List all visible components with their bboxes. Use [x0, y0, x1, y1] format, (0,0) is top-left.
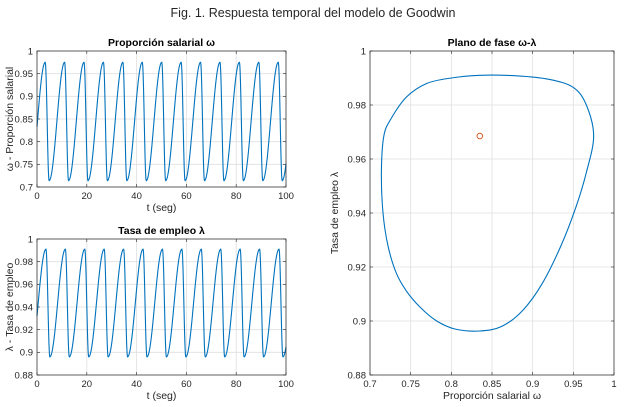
y-tick-label: 0.96: [15, 280, 34, 291]
y-tick-label: 0.98: [15, 257, 34, 268]
x-tick-label: 0.9: [526, 379, 539, 390]
y-tick-label: 0.98: [348, 100, 367, 111]
x-axis-label: t (seg): [147, 202, 177, 214]
y-axis-label: Tasa de empleo λ: [329, 171, 341, 254]
x-tick-label: 60: [181, 379, 192, 390]
x-tick-label: 20: [82, 191, 93, 202]
x-tick-label: 0.7: [363, 379, 376, 390]
chart-title: Plano de fase ω-λ: [448, 37, 537, 49]
x-tick-label: 0.95: [564, 379, 583, 390]
y-axis-label: ω - Proporción salarial: [4, 67, 16, 172]
y-tick-label: 0.88: [15, 370, 34, 381]
plot-frame: [369, 50, 615, 376]
y-tick-label: 0.92: [348, 262, 367, 273]
y-tick-label: 0.85: [15, 114, 34, 125]
x-axis-label: t (seg): [147, 390, 177, 402]
x-axis-label: Proporción salarial ω: [443, 390, 541, 402]
y-tick-label: 1: [361, 46, 366, 57]
x-tick-label: 100: [278, 191, 294, 202]
chart-title: Proporción salarial ω: [108, 37, 215, 49]
x-tick-label: 0.8: [445, 379, 458, 390]
x-tick-label: 1: [611, 379, 616, 390]
y-tick-label: 0.94: [348, 208, 367, 219]
x-tick-label: 0.75: [401, 379, 420, 390]
x-tick-label: 40: [131, 191, 142, 202]
plot-frame: [36, 238, 287, 376]
y-tick-label: 0.96: [348, 154, 367, 165]
y-tick-label: 0.9: [20, 348, 33, 359]
y-tick-label: 0.92: [15, 325, 34, 336]
chart-phase: 0.7 0.75 0.8 0.85 0.9 0.95 1 0.88 0.9 0.92 0.94 0.9…: [329, 37, 617, 402]
x-tick-label: 0: [34, 379, 39, 390]
y-tick-label: 0.94: [15, 302, 34, 313]
y-tick-label: 0.7: [20, 182, 33, 193]
x-tick-label: 0: [34, 191, 39, 202]
y-tick-label: 0.9: [353, 316, 366, 327]
series-line: [36, 61, 287, 182]
y-tick-label: 1: [28, 46, 33, 57]
x-tick-label: 20: [82, 379, 93, 390]
equilibrium-marker: [476, 132, 484, 140]
y-tick-label: 1: [28, 234, 33, 245]
figure-title: Fig. 1. Respuesta temporal del modelo de…: [170, 6, 456, 20]
chart-lambda: 0 20 40 60 80 100 0.88 0.9 0.92 0.94 0.96 0.98 1 Tasa…: [4, 225, 294, 402]
x-tick-label: 100: [278, 379, 294, 390]
chart-title: Tasa de empleo λ: [118, 225, 205, 237]
y-tick-label: 0.95: [15, 69, 34, 80]
plot-frame: [36, 50, 287, 188]
y-tick-label: 0.88: [348, 370, 367, 381]
y-tick-label: 0.75: [15, 160, 34, 171]
y-tick-label: 0.9: [20, 92, 33, 103]
x-tick-label: 80: [231, 379, 242, 390]
phase-orbit: [380, 74, 595, 332]
x-tick-label: 60: [181, 191, 192, 202]
x-tick-label: 0.85: [483, 379, 502, 390]
x-tick-label: 80: [231, 191, 242, 202]
x-tick-label: 40: [131, 379, 142, 390]
y-axis-label: λ - Tasa de empleo: [4, 262, 16, 351]
y-tick-label: 0.8: [20, 137, 33, 148]
series-line: [36, 248, 287, 358]
chart-omega: 0 20 40 60 80 100 0.7 0.75 0.8 0.85 0.9 0.95 1 Propor…: [4, 37, 294, 214]
